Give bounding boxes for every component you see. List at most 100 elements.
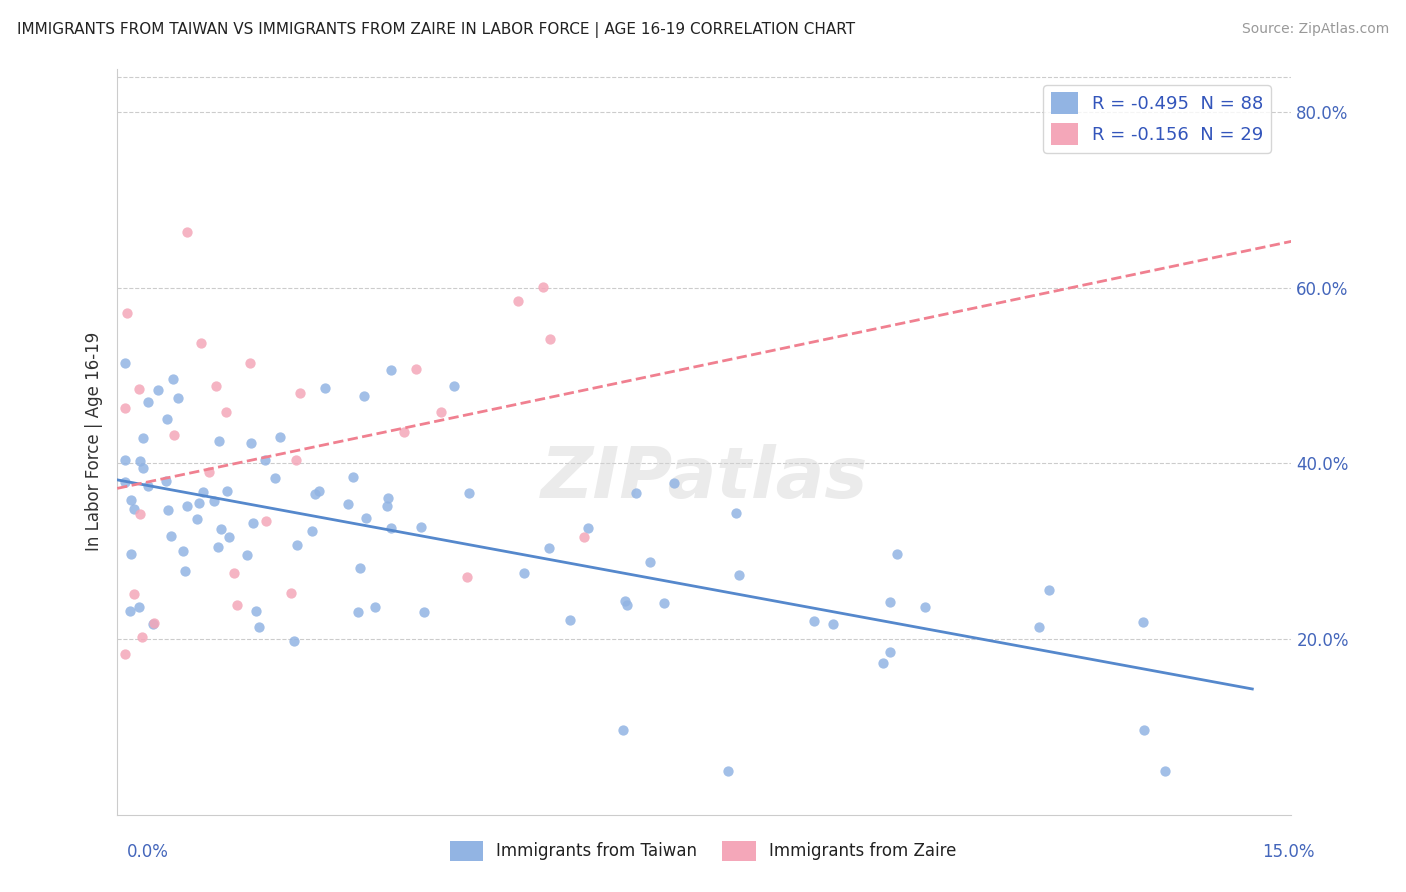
Point [458,486,481,500]
Point [430,405,453,419]
Legend: R = -0.495  N = 88, R = -0.156  N = 29: R = -0.495 N = 88, R = -0.156 N = 29 [1043,85,1271,153]
Point [301,524,323,538]
Point [364,600,387,615]
Point [638,555,661,569]
Point [394,425,416,440]
Point [131,630,153,644]
Point [225,598,247,612]
Point [443,379,465,393]
Point [456,570,478,584]
Point [872,656,894,670]
Point [1133,723,1156,738]
Point [558,613,581,627]
Point [162,372,184,386]
Text: 15.0%: 15.0% [1263,843,1315,861]
Point [176,499,198,513]
Point [377,500,399,514]
Point [725,506,748,520]
Point [347,605,370,619]
Point [114,475,136,490]
Point [886,547,908,561]
Point [254,514,277,528]
Point [136,479,159,493]
Point [122,502,145,516]
Point [652,596,675,610]
Point [129,453,152,467]
Point [879,595,901,609]
Point [146,383,169,397]
Point [191,485,214,500]
Point [308,484,330,499]
Point [353,389,375,403]
Point [405,362,427,376]
Point [120,547,142,561]
Point [114,401,136,416]
Point [533,280,555,294]
Point [128,382,150,396]
Point [222,566,245,581]
Text: 0.0%: 0.0% [127,843,169,861]
Point [128,599,150,614]
Point [114,453,136,467]
Point [349,560,371,574]
Point [538,333,561,347]
Point [380,521,402,535]
Point [377,491,399,505]
Point [156,503,179,517]
Point [115,306,138,320]
Point [616,598,638,612]
Point [205,378,228,392]
Point [354,510,377,524]
Point [304,487,326,501]
Text: Source: ZipAtlas.com: Source: ZipAtlas.com [1241,22,1389,37]
Point [290,385,312,400]
Point [283,634,305,648]
Point [155,474,177,488]
Point [120,603,142,617]
Point [156,412,179,426]
Point [662,475,685,490]
Point [190,335,212,350]
Point [239,436,262,450]
Point [143,616,166,631]
Point [198,465,221,479]
Point [1153,764,1175,778]
Point [245,604,267,618]
Point [572,530,595,544]
Point [174,564,197,578]
Point [176,225,198,239]
Point [254,453,277,467]
Point [204,493,226,508]
Point [314,381,336,395]
Point [284,452,307,467]
Point [217,484,239,499]
Point [513,566,536,581]
Point [242,516,264,531]
Point [160,529,183,543]
Point [269,429,291,443]
Y-axis label: In Labor Force | Age 16-19: In Labor Force | Age 16-19 [86,332,103,551]
Point [409,520,432,534]
Text: IMMIGRANTS FROM TAIWAN VS IMMIGRANTS FROM ZAIRE IN LABOR FORCE | AGE 16-19 CORRE: IMMIGRANTS FROM TAIWAN VS IMMIGRANTS FRO… [17,22,855,38]
Point [538,541,561,555]
Point [163,428,186,442]
Point [576,521,599,535]
Point [879,644,901,658]
Legend: Immigrants from Taiwan, Immigrants from Zaire: Immigrants from Taiwan, Immigrants from … [443,834,963,868]
Point [186,512,208,526]
Point [114,356,136,370]
Point [235,548,257,562]
Point [114,648,136,662]
Point [142,617,165,632]
Point [120,492,142,507]
Point [727,567,749,582]
Text: ZIPatlas: ZIPatlas [541,444,868,513]
Point [207,540,229,554]
Point [122,587,145,601]
Point [215,405,238,419]
Point [612,723,634,737]
Point [239,356,262,370]
Point [412,606,434,620]
Point [1132,615,1154,629]
Point [280,585,302,599]
